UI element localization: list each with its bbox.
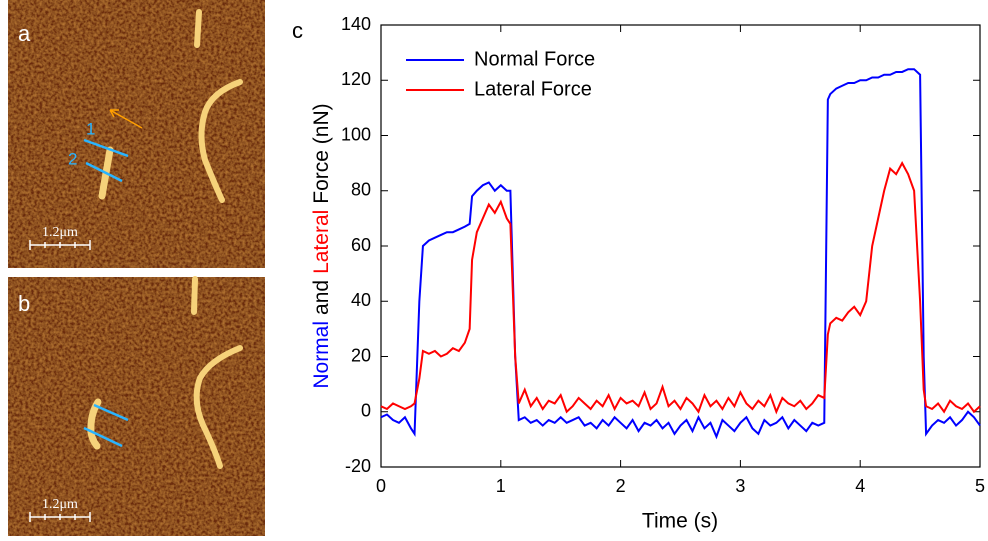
series-line [380, 161, 981, 415]
dna-strand [198, 79, 243, 203]
marker-label: 1 [86, 119, 95, 138]
x-tick-label: 2 [616, 476, 626, 496]
legend-label: Lateral Force [474, 78, 592, 100]
cut-line [83, 426, 123, 448]
dna-strand [191, 276, 198, 315]
y-tick-label: 0 [361, 401, 371, 421]
series-line [380, 68, 981, 440]
chart: c Time (s) Normal and Lateral Force (nN) -2… [292, 14, 985, 533]
scale-bar-label: 1.2μm [42, 225, 78, 240]
arrow [109, 109, 143, 129]
afm-image-b: b 1.2μm [8, 276, 265, 536]
scale-bar-label: 1.2μm [42, 497, 78, 512]
x-tick-label: 0 [376, 476, 386, 496]
cut-line [93, 403, 129, 422]
afm-background [8, 277, 265, 536]
y-axis-label-part: and [310, 280, 333, 315]
x-axis-label: Time (s) [642, 510, 718, 533]
dna-strand [193, 345, 243, 469]
dna-strand [194, 9, 202, 48]
scale-bar [29, 240, 91, 250]
panel-label: a [18, 21, 31, 46]
cut-line [85, 161, 123, 183]
x-tick-label: 5 [975, 476, 985, 496]
y-tick-label: 80 [351, 180, 371, 200]
afm-image-a: 1 2 a 1.2μm [8, 0, 265, 268]
y-axis-label-part: Force (nN) [310, 103, 333, 203]
y-tick-label: 40 [351, 290, 371, 310]
cut-line [83, 138, 129, 158]
x-tick-label: 1 [496, 476, 506, 496]
y-tick-label: 120 [341, 69, 371, 89]
y-axis-label-part: Lateral [310, 210, 333, 274]
x-tick-label: 3 [735, 476, 745, 496]
y-tick-label: 60 [351, 235, 371, 255]
y-axis-label-part: Normal [310, 321, 333, 389]
y-tick-label: 20 [351, 345, 371, 365]
y-tick-label: -20 [345, 456, 371, 476]
y-tick-label: 140 [341, 14, 371, 34]
marker-label: 2 [68, 149, 77, 168]
scale-bar [29, 512, 91, 522]
plot-frame [380, 24, 981, 468]
afm-background [8, 0, 265, 268]
panel-label: b [18, 291, 30, 316]
legend-label: Normal Force [474, 48, 595, 70]
y-tick-label: 100 [341, 124, 371, 144]
panel-label: c [292, 18, 303, 43]
x-tick-label: 4 [855, 476, 865, 496]
y-axis-label: Normal and Lateral Force (nN) [310, 103, 333, 388]
